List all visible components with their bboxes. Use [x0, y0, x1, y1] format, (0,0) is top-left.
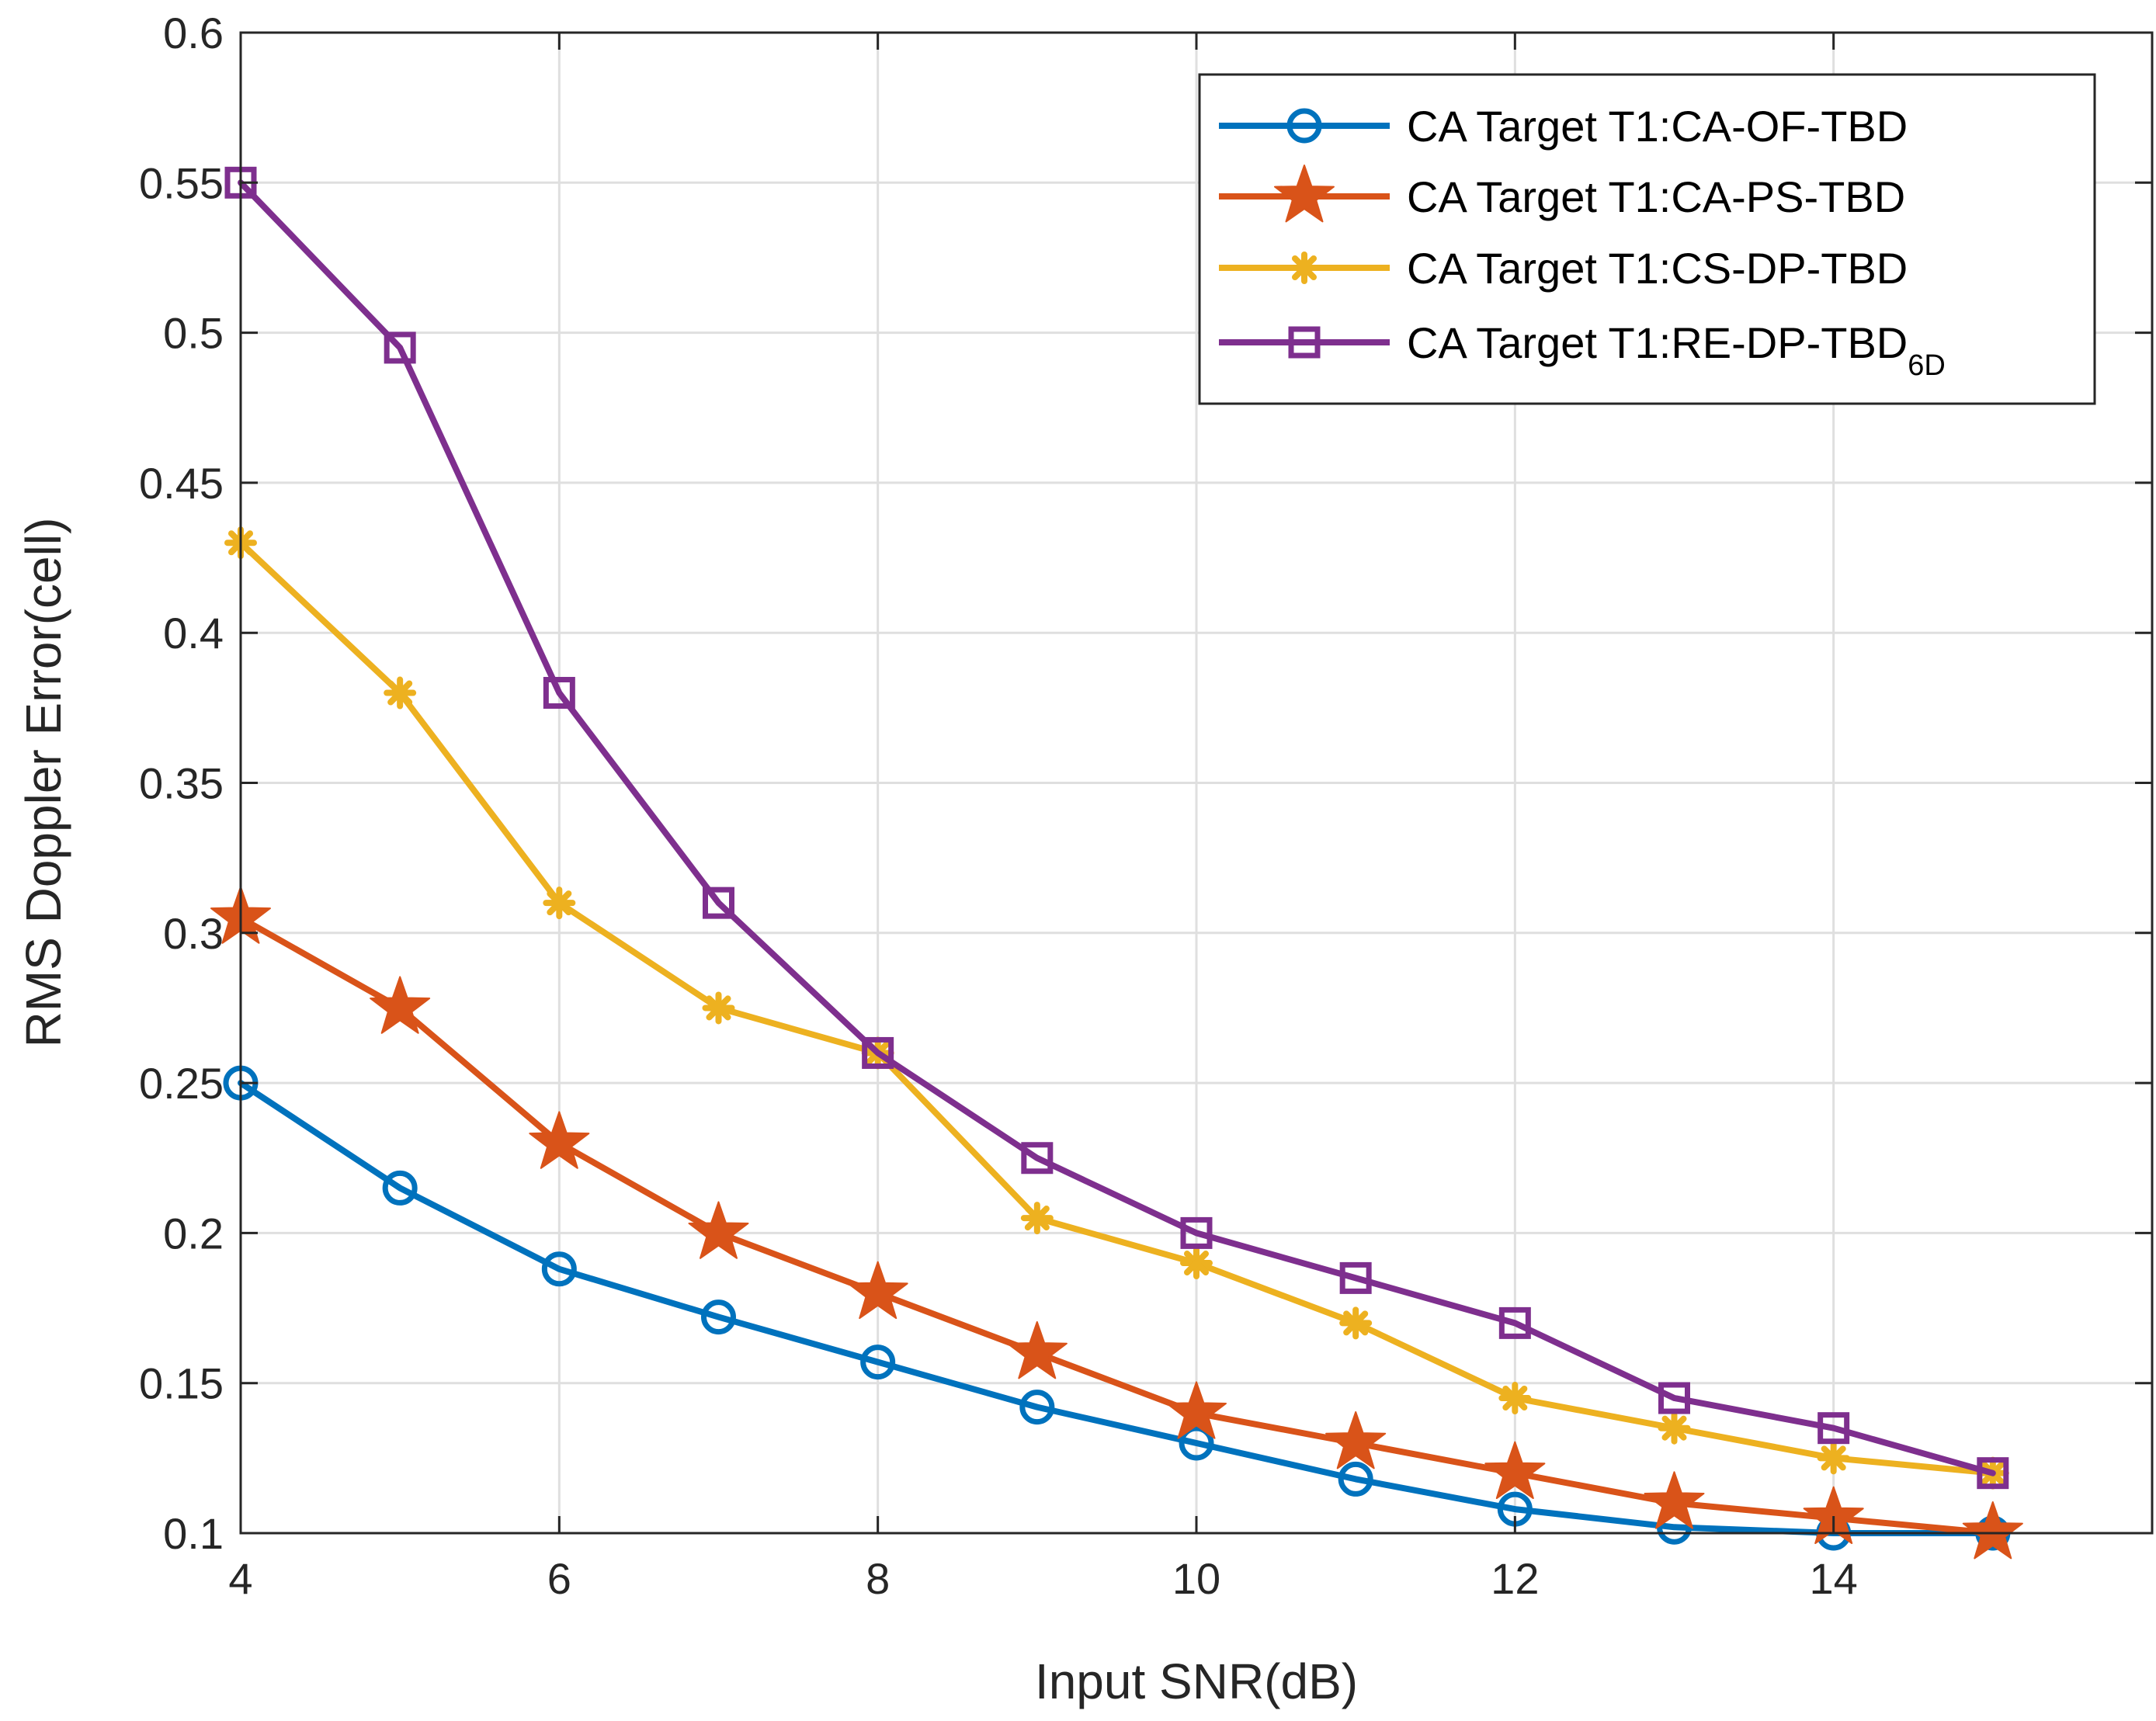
series-line: [238, 1080, 1996, 1536]
data-point: [543, 887, 576, 920]
data-point: [1006, 1321, 1068, 1379]
legend-entry: CA Target T1:CA-OF-TBD: [1219, 102, 1908, 151]
data-point: [1644, 1471, 1705, 1529]
legend-marker: [1274, 165, 1335, 223]
y-tick-label: 0.35: [139, 759, 224, 808]
asterisk-stroke: [1821, 1445, 1846, 1471]
data-point: [1484, 1441, 1546, 1499]
legend-entry: CA Target T1:CS-DP-TBD: [1219, 244, 1908, 293]
legend-label: CA Target T1:CA-PS-TBD: [1407, 172, 1905, 221]
data-point: [1020, 1202, 1054, 1235]
x-tick-label: 4: [228, 1554, 252, 1603]
x-tick-label: 12: [1491, 1554, 1539, 1603]
y-tick-label: 0.45: [139, 459, 224, 508]
data-point: [1021, 1142, 1054, 1175]
data-point: [1977, 1457, 2009, 1490]
y-axis-label: RMS Doppler Error(cell): [16, 518, 71, 1048]
asterisk-stroke: [1661, 1415, 1687, 1441]
data-point: [1962, 1501, 2023, 1560]
legend: CA Target T1:CA-OF-TBD CA Target T1:CA-PS…: [1198, 73, 2096, 405]
asterisk-stroke: [1502, 1386, 1528, 1411]
asterisk-stroke: [1291, 255, 1318, 281]
y-tick-label: 0.5: [163, 309, 224, 358]
data-point: [1817, 1442, 1850, 1475]
y-tick-label: 0.25: [139, 1059, 224, 1108]
x-tick-label: 14: [1810, 1554, 1858, 1603]
x-tick-label: 8: [866, 1554, 890, 1603]
legend-label-subscript: 6D: [1908, 349, 1946, 382]
series-line: [238, 540, 1996, 1476]
y-tick-label: 0.3: [163, 909, 224, 958]
data-point: [1179, 1425, 1214, 1461]
y-tick-label: 0.1: [163, 1509, 224, 1558]
data-point: [862, 1036, 894, 1069]
asterisk-stroke: [547, 890, 572, 916]
data-point: [701, 1299, 736, 1335]
data-point: [703, 887, 734, 919]
data-point: [1180, 1247, 1213, 1280]
data-point: [1339, 1261, 1372, 1294]
data-point: [1166, 1381, 1227, 1439]
asterisk-stroke: [1024, 1206, 1050, 1231]
data-point: [1180, 1216, 1213, 1249]
data-point: [1498, 1382, 1532, 1415]
data-point: [1658, 1382, 1690, 1414]
asterisk-stroke: [387, 680, 413, 706]
series-line: [238, 914, 1996, 1536]
data-point: [384, 676, 417, 710]
legend-marker: [1286, 108, 1322, 144]
data-point: [688, 1201, 749, 1259]
data-point: [382, 1170, 418, 1206]
y-tick-label: 0.4: [163, 609, 224, 658]
data-point: [1325, 1411, 1387, 1469]
asterisk-stroke: [1343, 1310, 1369, 1336]
data-point: [1658, 1411, 1691, 1445]
data-point: [1019, 1390, 1055, 1425]
data-point: [370, 976, 431, 1034]
data-point: [541, 1251, 577, 1287]
data-point: [1498, 1306, 1531, 1339]
legend-box: [1198, 73, 2096, 405]
asterisk-stroke: [1183, 1251, 1210, 1276]
y-tick-label: 0.55: [139, 158, 224, 207]
y-tick-label: 0.2: [163, 1209, 224, 1258]
legend-label: CA Target T1:CS-DP-TBD: [1407, 244, 1908, 293]
data-point: [543, 677, 575, 710]
data-point: [1339, 1306, 1373, 1340]
legend-marker: [1288, 252, 1321, 284]
data-point: [384, 331, 416, 364]
data-point: [860, 1345, 896, 1380]
y-tick-label: 0.6: [163, 9, 224, 57]
legend-marker: [1288, 326, 1321, 359]
data-point: [847, 1261, 908, 1320]
y-tick-label: 0.15: [139, 1359, 224, 1408]
data-point: [1338, 1461, 1373, 1497]
x-axis-label: Input SNR(dB): [1035, 1653, 1358, 1709]
x-tick-label: 10: [1172, 1554, 1220, 1603]
data-point: [702, 991, 735, 1025]
asterisk-stroke: [706, 995, 731, 1021]
x-tick-label: 6: [547, 1554, 571, 1603]
data-point: [529, 1111, 590, 1169]
legend-entry: CA Target T1:CA-PS-TBD: [1219, 165, 1905, 223]
legend-label: CA Target T1:CA-OF-TBD: [1407, 102, 1908, 151]
data-point: [1817, 1412, 1850, 1445]
series-line: [238, 179, 1996, 1476]
